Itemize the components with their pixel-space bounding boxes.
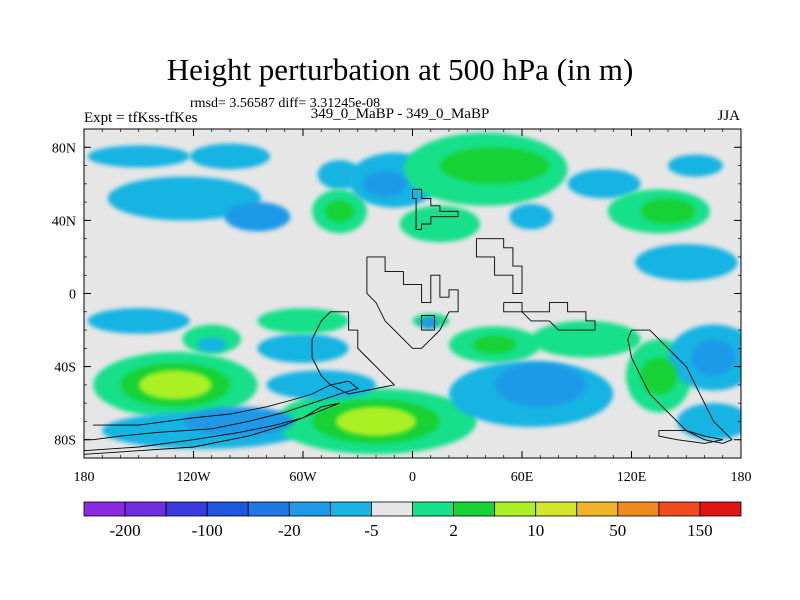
colorbar-label-3: -5 [364,521,378,540]
colorbar-swatch-0 [83,501,126,517]
field-region-17 [257,333,349,363]
field-region-11 [635,244,738,281]
field-region-12 [668,154,723,177]
coastline-5 [627,329,733,444]
coastline-9 [421,314,435,331]
x-tick-label-1: 120W [176,470,211,485]
y-tick-label-0: 80N [52,141,76,156]
colorbar: -200 -100 -20 -5 2 10 50 150 [83,501,742,540]
colorbar-label-5: 10 [527,521,544,540]
colorbar-swatch-10 [494,501,537,517]
colorbar-label-1: -100 [192,521,223,540]
coastline-1 [475,238,523,294]
x-tick-label-6: 180 [731,470,752,485]
coastline-4 [503,302,596,331]
coastline-2 [366,256,459,349]
colorbar-swatch-14 [658,501,701,517]
field-region-32 [439,147,550,184]
colorbar-swatch-12 [576,501,619,517]
center-string-periods: 349_0_MaBP - 349_0_MaBP [310,106,490,122]
x-tick-label-4: 60E [511,470,534,485]
right-string-season: JJA [717,108,740,124]
left-string-experiment: Expt = tfKss-tfKes [84,110,198,126]
field-region-1 [189,143,271,170]
field-region-37 [472,335,517,354]
colorbar-swatch-13 [617,501,660,517]
field-region-18 [257,308,349,334]
coastline-3 [311,311,396,395]
colorbar-swatch-2 [165,501,208,517]
chart-subtitle-rmsd: rmsd= 3.56587 diff= 3.31245e-08 [190,96,381,111]
field-region-0 [87,145,190,168]
colorbar-label-7: 150 [687,521,713,540]
colorbar-swatch-7 [371,501,413,517]
coastline-0 [412,188,459,230]
colorbar-label-2: -20 [278,521,301,540]
colorbar-swatch-11 [535,501,578,517]
field-region-33 [640,198,696,225]
colorbar-swatch-5 [288,501,331,517]
x-tick-label-5: 120E [617,470,647,485]
coastline-8 [658,430,723,444]
colorbar-swatch-6 [329,501,372,517]
field-region-2 [107,176,262,221]
field-region-25 [531,320,641,358]
field-region-43 [335,406,417,436]
field-region-13 [87,308,190,334]
field-region-28 [677,403,741,440]
chart-title: Height perturbation at 500 hPa (in m) [166,52,634,87]
field-region-42 [138,370,212,400]
colorbar-label-6: 50 [609,521,626,540]
field-layer [87,132,741,455]
x-tick-label-0: 180 [74,470,95,485]
field-region-8 [509,203,553,230]
x-tick-label-2: 60W [289,470,317,485]
colorbar-swatch-15 [699,501,742,517]
field-region-9 [567,169,641,199]
y-tick-label-1: 40N [52,214,76,229]
y-tick-label-3: 40S [54,361,76,376]
field-region-40 [691,339,736,376]
field-region-31 [363,171,407,197]
colorbar-label-4: 2 [449,521,458,540]
field-region-41 [419,317,438,329]
colorbar-label-0: -200 [110,521,141,540]
field-region-38 [494,363,586,407]
field-region-30 [324,200,355,223]
field-region-35 [184,406,294,436]
coastline-layer [84,188,733,455]
y-tick-label-4: 80S [54,434,76,449]
field-region-39 [640,357,678,395]
field-region-6 [399,205,480,243]
field-region-29 [224,202,291,232]
colorbar-swatch-3 [206,501,249,517]
colorbar-swatch-4 [247,501,290,517]
x-tick-label-3: 0 [409,470,416,485]
colorbar-swatch-1 [124,501,167,517]
colorbar-swatch-9 [453,501,496,517]
x-axis: 180 120W 60W 0 60E 120E 180 [74,129,752,485]
y-tick-label-2: 0 [69,288,76,303]
coastline-7 [84,402,340,455]
y-axis: 80N 40N 0 40S 80S [52,128,741,459]
coastline-6 [84,380,359,441]
colorbar-swatch-8 [412,501,454,517]
field-region-21 [266,370,377,400]
field-region-15 [197,337,227,353]
